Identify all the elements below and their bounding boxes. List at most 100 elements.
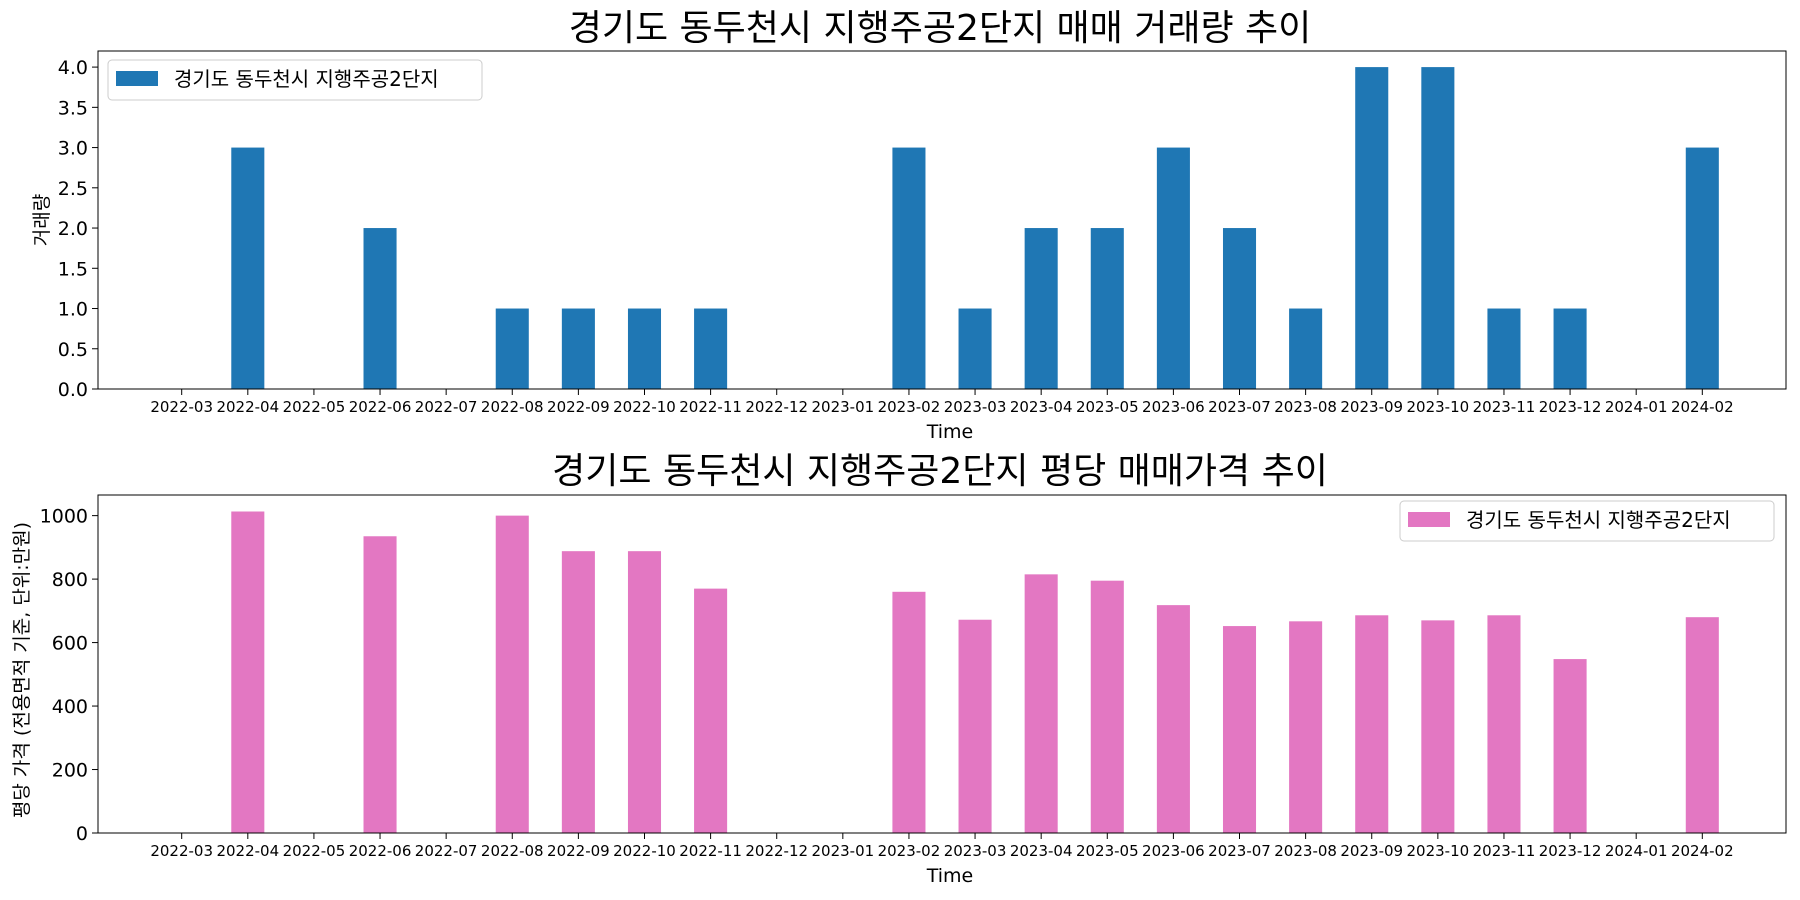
volume-bar-2022-10 [627,308,662,389]
price-bar-2022-08 [495,515,529,833]
volume-x-tick-label: 2022-07 [415,398,478,416]
volume-x-tick-label: 2023-01 [811,398,874,416]
volume-x-tick-label: 2023-08 [1274,398,1337,416]
volume-bar-2024-02 [1685,147,1719,389]
volume-y-tick-label: 3.0 [58,138,88,160]
price-chart: 경기도 동두천시 지행주공2단지 평당 매매가격 추이 0 200 400 600 80… [11,451,1787,887]
volume-bar-2023-04 [1024,228,1058,389]
volume-x-tick-label: 2023-06 [1142,398,1205,416]
volume-x-tick-label: 2022-08 [481,398,544,416]
price-x-tick-label: 2023-06 [1142,842,1205,860]
price-plot-frame [97,494,1787,834]
volume-legend: 경기도 동두천시 지행주공2단지 [107,59,483,101]
volume-bars [231,67,1719,389]
volume-x-tick-label: 2022-11 [679,398,742,416]
price-y-tick-label: 200 [52,760,88,782]
price-y-axis-label: 평당 가격 (전용면적 기준, 단위:만원) [11,522,33,818]
price-x-tick-label: 2022-07 [415,842,478,860]
volume-y-tick-label: 2.0 [58,218,88,240]
volume-x-tick-label: 2023-04 [1010,398,1073,416]
volume-bar-2023-03 [958,308,992,389]
price-x-tick-label: 2022-12 [745,842,808,860]
volume-bar-2023-11 [1487,308,1521,389]
volume-bar-2023-10 [1421,67,1455,389]
price-x-tick-label: 2023-01 [811,842,874,860]
price-bar-2022-06 [363,536,397,833]
price-x-axis-label: Time [926,865,974,887]
price-bar-2023-07 [1222,626,1257,833]
price-x-tick-label: 2023-09 [1340,842,1403,860]
volume-x-tick-label: 2022-12 [745,398,808,416]
volume-bar-2022-04 [231,147,265,389]
volume-x-tick-label: 2023-07 [1208,398,1271,416]
volume-y-axis-label: 거래량 [31,194,53,246]
price-bar-2023-08 [1289,621,1323,833]
price-x-tick-label: 2022-03 [150,842,213,860]
price-x-tick-label: 2023-08 [1274,842,1337,860]
price-bar-2023-02 [892,591,926,833]
price-x-tick-label: 2023-07 [1208,842,1271,860]
price-y-tick-label: 400 [52,696,88,718]
volume-x-tick-label: 2022-04 [216,398,279,416]
volume-x-tick-label: 2024-01 [1605,398,1668,416]
price-bar-2023-11 [1487,615,1521,833]
volume-y-tick-label: 4.0 [58,57,88,79]
price-bars [231,511,1719,833]
price-x-tick-label: 2023-11 [1473,842,1536,860]
price-x-tick-label: 2022-05 [283,842,346,860]
price-x-tick-label: 2024-02 [1671,842,1734,860]
price-bar-2023-10 [1421,620,1455,833]
volume-x-tick-label: 2023-02 [878,398,941,416]
volume-y-tick-label: 3.5 [58,97,88,119]
volume-x-tick-label: 2023-12 [1539,398,1602,416]
price-x-tick-label: 2024-01 [1605,842,1668,860]
volume-x-tick-label: 2024-02 [1671,398,1734,416]
price-bar-2023-12 [1553,659,1587,833]
price-bar-2024-02 [1685,617,1719,833]
volume-y-tick-label: 1.5 [58,258,88,280]
volume-legend-swatch [116,71,158,86]
price-x-axis: 2022-03 2022-04 2022-05 2022-06 2022-07 2022-… [150,833,1734,860]
volume-y-tick-label: 0.0 [58,379,88,401]
volume-x-tick-label: 2023-11 [1473,398,1536,416]
volume-x-tick-label: 2023-09 [1340,398,1403,416]
price-x-tick-label: 2022-06 [349,842,412,860]
price-x-tick-label: 2023-10 [1407,842,1470,860]
volume-x-tick-label: 2022-05 [283,398,346,416]
price-x-tick-label: 2023-03 [944,842,1007,860]
price-y-axis: 0 200 400 600 800 1000 [40,506,98,845]
volume-legend-box [107,59,483,101]
price-x-tick-label: 2023-04 [1010,842,1073,860]
volume-bar-2022-11 [694,308,728,389]
volume-plot-frame [97,50,1787,390]
volume-y-tick-label: 0.5 [58,339,88,361]
volume-x-tick-label: 2022-06 [349,398,412,416]
volume-x-tick-label: 2022-09 [547,398,610,416]
price-x-tick-label: 2023-12 [1539,842,1602,860]
volume-x-axis-label: Time [926,421,974,443]
price-bar-2022-04 [231,511,265,833]
price-chart-title: 경기도 동두천시 지행주공2단지 평당 매매가격 추이 [552,451,1328,492]
price-bar-2023-04 [1024,574,1058,833]
volume-y-tick-label: 2.5 [58,178,88,200]
price-legend-label: 경기도 동두천시 지행주공2단지 [1466,508,1731,532]
volume-bar-2022-09 [561,308,595,389]
price-x-tick-label: 2022-11 [679,842,742,860]
price-bar-2023-09 [1355,615,1389,833]
volume-y-tick-label: 1.0 [58,299,88,321]
volume-bar-2023-12 [1553,308,1587,389]
price-bar-2023-06 [1156,605,1190,833]
volume-bar-2022-08 [495,308,529,389]
price-bar-2023-05 [1090,580,1124,833]
price-x-tick-label: 2023-05 [1076,842,1139,860]
volume-x-tick-label: 2022-03 [150,398,213,416]
price-x-tick-label: 2022-04 [216,842,279,860]
price-y-tick-label: 600 [52,633,88,655]
volume-bar-2023-08 [1289,308,1323,389]
price-bar-2022-09 [561,551,595,833]
price-x-tick-label: 2022-08 [481,842,544,860]
price-legend: 경기도 동두천시 지행주공2단지 [1399,500,1775,542]
price-legend-swatch [1408,512,1450,527]
volume-bar-2023-09 [1355,67,1389,389]
